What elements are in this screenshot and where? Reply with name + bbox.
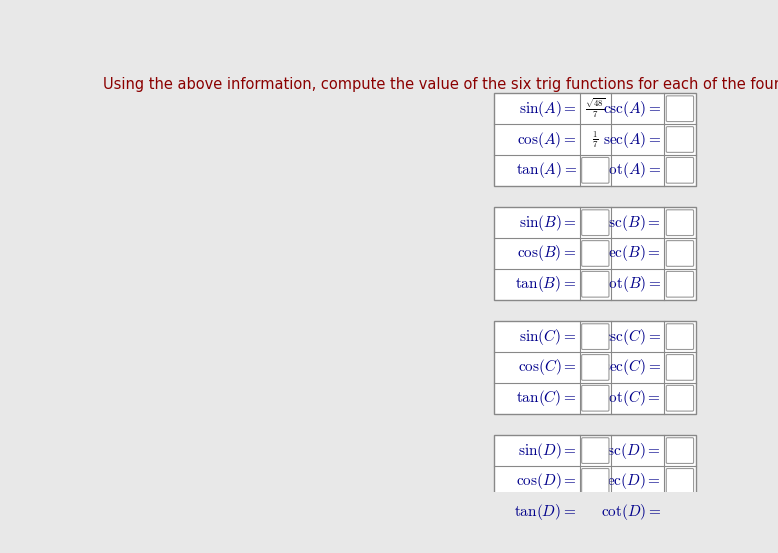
Text: $\mathrm{cos}(\mathit{C}) =$: $\mathrm{cos}(\mathit{C}) =$ bbox=[517, 357, 576, 378]
Text: Using the above information, compute the value of the six trig functions for eac: Using the above information, compute the… bbox=[103, 77, 778, 92]
Bar bbox=[494, 435, 696, 528]
FancyBboxPatch shape bbox=[666, 241, 694, 267]
Text: $\mathrm{cos}(\mathit{B}) =$: $\mathrm{cos}(\mathit{B}) =$ bbox=[517, 243, 576, 263]
Text: $\mathrm{cos}(\mathit{A}) =$: $\mathrm{cos}(\mathit{A}) =$ bbox=[517, 129, 576, 149]
Text: $\mathrm{csc}(\mathit{D}) =$: $\mathrm{csc}(\mathit{D}) =$ bbox=[601, 441, 661, 461]
Text: $\mathrm{sin}(\mathit{D}) =$: $\mathrm{sin}(\mathit{D}) =$ bbox=[517, 441, 576, 461]
FancyBboxPatch shape bbox=[666, 438, 694, 463]
Bar bbox=[494, 321, 696, 414]
FancyBboxPatch shape bbox=[666, 210, 694, 236]
FancyBboxPatch shape bbox=[582, 468, 609, 494]
FancyBboxPatch shape bbox=[582, 354, 609, 380]
FancyBboxPatch shape bbox=[666, 272, 694, 297]
FancyBboxPatch shape bbox=[582, 210, 609, 236]
FancyBboxPatch shape bbox=[582, 241, 609, 267]
Text: $\mathrm{csc}(\mathit{A}) =$: $\mathrm{csc}(\mathit{A}) =$ bbox=[603, 98, 661, 119]
Text: $\mathrm{sec}(\mathit{C}) =$: $\mathrm{sec}(\mathit{C}) =$ bbox=[603, 357, 661, 378]
FancyBboxPatch shape bbox=[666, 499, 694, 525]
Text: $\mathrm{tan}(\mathit{B}) =$: $\mathrm{tan}(\mathit{B}) =$ bbox=[515, 274, 576, 294]
FancyBboxPatch shape bbox=[582, 499, 609, 525]
Text: $\mathrm{csc}(\mathit{C}) =$: $\mathrm{csc}(\mathit{C}) =$ bbox=[603, 327, 661, 347]
Text: $\frac{\sqrt{48}}{7}$: $\frac{\sqrt{48}}{7}$ bbox=[585, 97, 605, 120]
FancyBboxPatch shape bbox=[666, 127, 694, 153]
Text: $\mathrm{cot}(\mathit{C}) =$: $\mathrm{cot}(\mathit{C}) =$ bbox=[602, 388, 661, 408]
Text: $\mathrm{sin}(\mathit{B}) =$: $\mathrm{sin}(\mathit{B}) =$ bbox=[519, 213, 576, 233]
Text: $\mathrm{sec}(\mathit{A}) =$: $\mathrm{sec}(\mathit{A}) =$ bbox=[603, 129, 661, 149]
Text: $\mathrm{sin}(\mathit{A}) =$: $\mathrm{sin}(\mathit{A}) =$ bbox=[519, 98, 576, 119]
FancyBboxPatch shape bbox=[666, 158, 694, 183]
Text: $\mathrm{sec}(\mathit{D}) =$: $\mathrm{sec}(\mathit{D}) =$ bbox=[601, 471, 661, 492]
Text: $\mathrm{sin}(\mathit{C}) =$: $\mathrm{sin}(\mathit{C}) =$ bbox=[520, 327, 576, 347]
FancyBboxPatch shape bbox=[582, 272, 609, 297]
Text: $\mathrm{csc}(\mathit{B}) =$: $\mathrm{csc}(\mathit{B}) =$ bbox=[602, 213, 661, 233]
Bar bbox=[494, 93, 696, 186]
FancyBboxPatch shape bbox=[666, 468, 694, 494]
Text: $\mathrm{sec}(\mathit{B}) =$: $\mathrm{sec}(\mathit{B}) =$ bbox=[602, 243, 661, 263]
Text: $\mathrm{tan}(\mathit{D}) =$: $\mathrm{tan}(\mathit{D}) =$ bbox=[514, 502, 576, 522]
Text: $\mathrm{cos}(\mathit{D}) =$: $\mathrm{cos}(\mathit{D}) =$ bbox=[516, 471, 576, 492]
FancyBboxPatch shape bbox=[582, 438, 609, 463]
FancyBboxPatch shape bbox=[666, 324, 694, 349]
FancyBboxPatch shape bbox=[666, 96, 694, 122]
Text: $\mathrm{cot}(\mathit{D}) =$: $\mathrm{cot}(\mathit{D}) =$ bbox=[601, 502, 661, 522]
Bar bbox=[494, 207, 696, 300]
FancyBboxPatch shape bbox=[582, 158, 609, 183]
FancyBboxPatch shape bbox=[666, 354, 694, 380]
Text: $\mathrm{tan}(\mathit{C}) =$: $\mathrm{tan}(\mathit{C}) =$ bbox=[516, 388, 576, 408]
FancyBboxPatch shape bbox=[582, 385, 609, 411]
FancyBboxPatch shape bbox=[666, 385, 694, 411]
Text: $\mathrm{cot}(\mathit{A}) =$: $\mathrm{cot}(\mathit{A}) =$ bbox=[602, 160, 661, 180]
Text: $\mathrm{tan}(\mathit{A}) =$: $\mathrm{tan}(\mathit{A}) =$ bbox=[516, 160, 576, 180]
Text: $\frac{1}{7}$: $\frac{1}{7}$ bbox=[592, 129, 598, 150]
FancyBboxPatch shape bbox=[582, 324, 609, 349]
Text: $\mathrm{cot}(\mathit{B}) =$: $\mathrm{cot}(\mathit{B}) =$ bbox=[601, 274, 661, 294]
